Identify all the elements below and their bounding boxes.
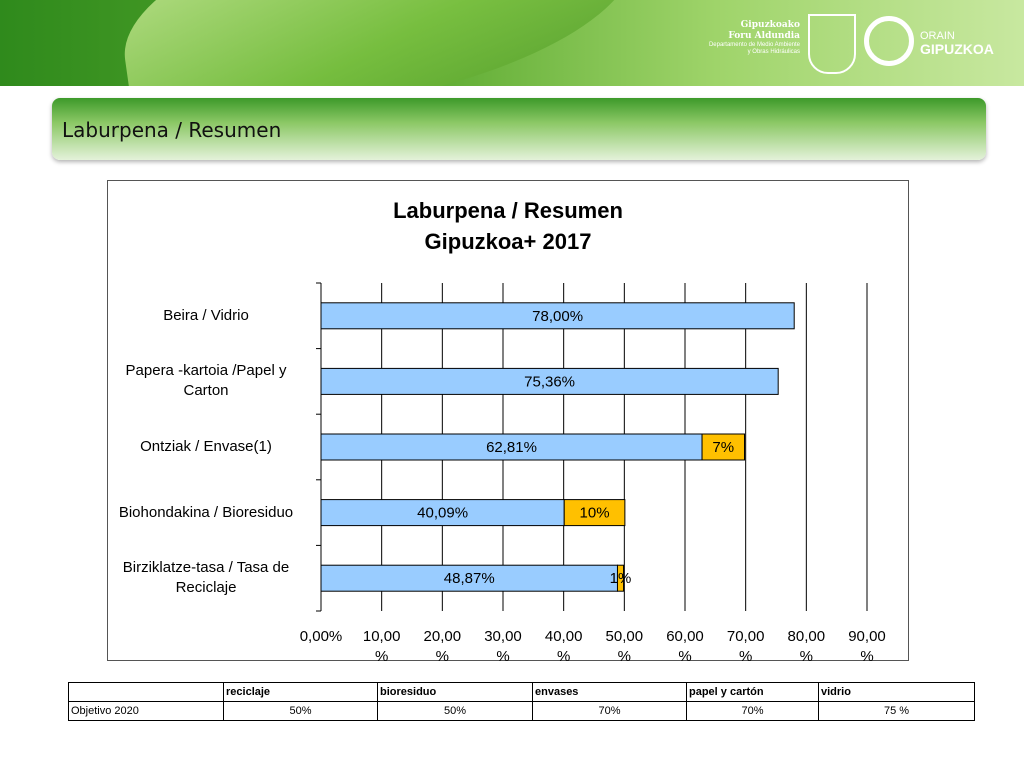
data-label: 78,00% — [532, 308, 583, 325]
bar — [320, 367, 779, 395]
objectives-table: reciclaje bioresiduo envases papel y cartón… — [68, 682, 975, 721]
x-tick-label: 50,00 % — [605, 628, 644, 665]
header: Gipuzkoako Foru Aldundia Departamento de… — [0, 0, 1024, 86]
table-cell: 50% — [377, 701, 533, 721]
data-label: 1% — [610, 570, 632, 587]
chart-subtitle: Gipuzkoa+ 2017 — [425, 229, 592, 254]
x-tick-label: 40,00 % — [544, 628, 583, 665]
table-cell: 50% — [223, 701, 378, 721]
bar — [616, 564, 625, 592]
chart-title: Laburpena / Resumen — [393, 198, 623, 223]
table-cell: papel y cartón — [686, 682, 819, 702]
x-tick-label: 30,00 % — [484, 628, 522, 665]
bar — [701, 433, 746, 461]
bar — [563, 499, 626, 527]
data-label: 75,36% — [524, 373, 575, 390]
data-label: 10% — [580, 505, 610, 522]
slide-title: Laburpena / Resumen — [62, 118, 282, 142]
chart-frame — [107, 180, 909, 661]
shield-logo — [808, 14, 856, 74]
x-tick-label: 80,00 % — [787, 628, 826, 665]
x-tick-label: 10,00 % — [362, 628, 401, 665]
y-tick-label: Biohondakina / Bioresiduo — [118, 503, 294, 521]
brand-line: GIPUZKOA — [920, 41, 994, 57]
y-tick-label: Birziklatze-tasa / Tasa de Reciclaje — [122, 559, 290, 597]
data-label: 48,87% — [444, 570, 495, 587]
x-tick-label: 20,00 % — [423, 628, 462, 665]
table-row: Objetivo 2020 50% 50% 70% 70% 75 % — [68, 701, 975, 721]
table-cell: envases — [532, 682, 687, 702]
data-label: 62,81% — [486, 439, 537, 456]
table-cell: vidrio — [818, 682, 975, 702]
dept-line: Departamento de Medio Ambiente — [708, 42, 800, 48]
g-logo — [864, 16, 914, 66]
y-tick-label: Beira / Vidrio — [163, 306, 249, 324]
table-cell — [68, 682, 224, 702]
org-line: Gipuzkoako — [740, 20, 800, 30]
x-tick-label: 70,00 % — [726, 628, 765, 665]
brand: ORAIN GIPUZKOA — [920, 30, 994, 57]
table-cell: 70% — [532, 701, 687, 721]
table-cell: 75 % — [818, 701, 975, 721]
data-label: 40,09% — [417, 505, 468, 522]
bar — [320, 302, 795, 330]
bar — [320, 564, 618, 592]
org-text: Gipuzkoako Foru Aldundia Departamento de… — [696, 20, 800, 56]
y-tick-label: Ontziak / Envase(1) — [140, 438, 272, 455]
table-cell: bioresiduo — [377, 682, 533, 702]
title-banner: Laburpena / Resumen — [52, 98, 986, 160]
dept-line: y Obras Hidráulicas — [747, 49, 800, 55]
org-line: Foru Aldundia — [728, 31, 800, 41]
x-tick-label: 0,00% — [299, 628, 343, 645]
brand-line: ORAIN — [920, 30, 955, 42]
table-cell: 70% — [686, 701, 819, 721]
x-tick-label: 60,00 % — [666, 628, 704, 665]
table-cell: Objetivo 2020 — [68, 701, 224, 721]
chart: Laburpena / Resumen Gipuzkoa+ 2017 78,00… — [316, 198, 868, 612]
data-label: 7% — [712, 439, 734, 456]
x-tick-label: 90,00 % — [848, 628, 886, 665]
y-tick-label: Papera -kartoia /Papel y Carton — [125, 362, 287, 400]
table-cell: reciclaje — [223, 682, 378, 702]
table-row: reciclaje bioresiduo envases papel y cartón… — [68, 682, 975, 702]
